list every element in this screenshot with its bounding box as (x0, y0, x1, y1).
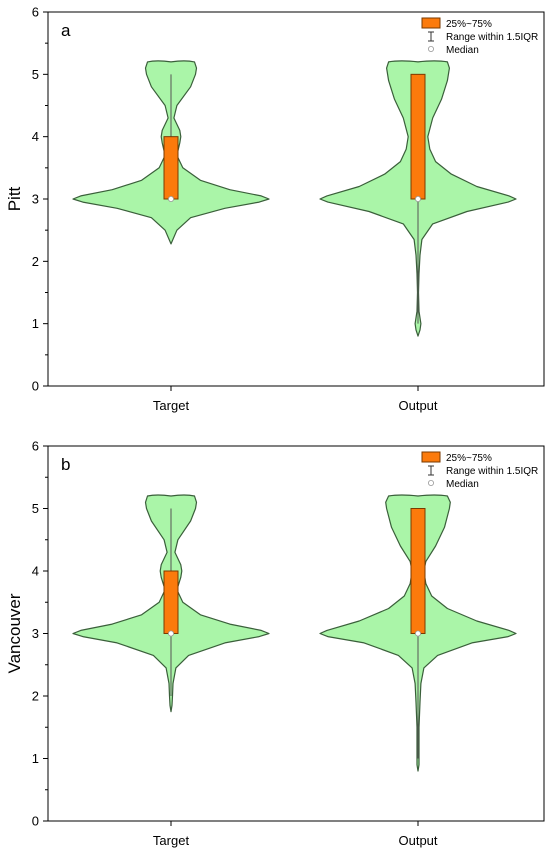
x-tick-label: Output (398, 398, 437, 413)
y-tick-label: 1 (32, 316, 39, 331)
median-marker (414, 630, 421, 637)
y-tick-label: 1 (32, 751, 39, 766)
y-tick-label: 5 (32, 501, 39, 516)
y-tick-label: 6 (32, 5, 39, 20)
x-tick-label: Output (398, 833, 437, 848)
y-tick-label: 4 (32, 564, 39, 579)
legend-label-median: Median (446, 45, 479, 56)
y-tick-label: 6 (32, 439, 39, 454)
legend: 25%~75% Range within 1.5IQR Median (421, 17, 538, 56)
legend-label-range: Range within 1.5IQR (446, 32, 538, 43)
iqr-box (410, 73, 426, 200)
legend-label-range: Range within 1.5IQR (446, 466, 538, 477)
legend-box-swatch (421, 451, 441, 463)
legend-label-iqr: 25%~75% (446, 453, 492, 464)
y-axis-title: Pitt (5, 186, 24, 211)
y-tick-label: 0 (32, 814, 39, 829)
legend-median-swatch (427, 479, 434, 486)
panel-letter: a (61, 21, 71, 40)
panel-letter: b (61, 455, 70, 474)
legend-median-swatch (427, 46, 434, 53)
median-marker (167, 630, 174, 637)
y-tick-label: 4 (32, 129, 39, 144)
iqr-box (163, 136, 179, 200)
y-axis-title: Vancouver (5, 593, 24, 673)
y-tick-label: 2 (32, 689, 39, 704)
x-tick-label: Target (153, 398, 190, 413)
legend-label-median: Median (446, 479, 479, 490)
y-tick-label: 3 (32, 626, 39, 641)
iqr-box (410, 508, 426, 634)
legend-label-iqr: 25%~75% (446, 19, 492, 30)
panel-b: 0 1 2 3 4 5 6 Target Output Vancouver b 25%~75% Rang… (5, 439, 545, 848)
median-marker (167, 195, 174, 202)
x-tick-label: Target (153, 833, 190, 848)
y-tick-label: 5 (32, 67, 39, 82)
y-tick-label: 0 (32, 379, 39, 394)
legend-box-swatch (421, 17, 441, 29)
iqr-box (163, 570, 179, 634)
y-tick-label: 2 (32, 254, 39, 269)
median-marker (414, 195, 421, 202)
legend: 25%~75% Range within 1.5IQR Median (421, 451, 538, 490)
panel-a: 0 1 2 3 4 5 6 Target Output Pitt a 25%~75% Range wit… (5, 5, 545, 413)
y-tick-label: 3 (32, 192, 39, 207)
